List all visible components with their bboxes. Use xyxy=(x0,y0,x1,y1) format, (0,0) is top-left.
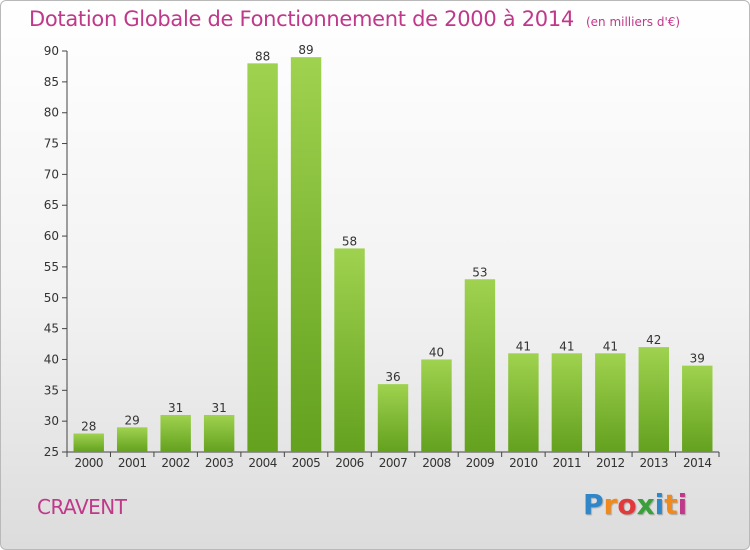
bar xyxy=(116,427,148,452)
logo-letter: r xyxy=(603,488,618,521)
y-tick-label: 50 xyxy=(44,291,59,305)
bar xyxy=(508,353,539,452)
chart-bars: 28 29 31 31 88 89 58 36 40 53 41 41 41 42 39 xyxy=(73,43,713,453)
bar xyxy=(73,433,104,452)
x-tick-label: 2008 xyxy=(422,456,451,470)
bar-value-label: 42 xyxy=(646,333,661,347)
bar-value-label: 88 xyxy=(255,49,270,63)
x-tick-label: 2014 xyxy=(683,456,712,470)
bar xyxy=(638,347,670,452)
logo-letter: P xyxy=(583,488,604,521)
bar xyxy=(247,63,278,452)
logo-letter: o xyxy=(617,488,637,521)
y-tick-label: 70 xyxy=(44,167,59,181)
bar-value-label: 41 xyxy=(516,339,531,353)
bar xyxy=(377,384,409,452)
bar xyxy=(334,248,365,452)
x-tick-label: 2006 xyxy=(335,456,364,470)
x-tick-label: 2012 xyxy=(596,456,625,470)
bar xyxy=(682,365,713,452)
bar-value-label: 28 xyxy=(81,419,96,433)
y-tick-label: 85 xyxy=(44,75,59,89)
x-tick-label: 2002 xyxy=(161,456,190,470)
bar-value-label: 89 xyxy=(298,43,313,57)
logo-letter: i xyxy=(654,488,665,521)
bar-value-label: 58 xyxy=(342,234,357,248)
x-tick-label: 2001 xyxy=(118,456,147,470)
y-tick-label: 80 xyxy=(44,106,59,120)
bar-value-label: 53 xyxy=(472,265,487,279)
x-tick-label: 2003 xyxy=(205,456,234,470)
y-tick-label: 75 xyxy=(44,137,59,151)
y-tick-label: 25 xyxy=(44,445,59,459)
chart-unit: (en milliers d'€) xyxy=(585,15,681,29)
bar-value-label: 36 xyxy=(385,370,400,384)
x-tick-label: 2007 xyxy=(379,456,408,470)
proxiti-logo: Proxiti xyxy=(583,488,687,521)
bar xyxy=(160,414,191,452)
x-tick-label: 2013 xyxy=(640,456,669,470)
x-tick-label: 2010 xyxy=(509,456,538,470)
y-tick-label: 35 xyxy=(44,383,59,397)
x-tick-label: 2011 xyxy=(553,456,582,470)
y-tick-label: 90 xyxy=(44,44,59,58)
x-tick-label: 2009 xyxy=(466,456,495,470)
x-tick-label: 2000 xyxy=(74,456,103,470)
bar-value-label: 29 xyxy=(125,413,140,427)
y-tick-label: 45 xyxy=(44,322,59,336)
y-tick-label: 65 xyxy=(44,198,59,212)
chart-axes: 25 30 35 40 45 50 55 60 65 70 75 80 85 90 2000 2001 2002… xyxy=(44,44,720,470)
bar-value-label: 41 xyxy=(603,339,618,353)
chart-title: Dotation Globale de Fonctionnement de 20… xyxy=(29,7,680,31)
x-tick-label: 2005 xyxy=(292,456,321,470)
y-tick-label: 30 xyxy=(44,414,59,428)
chart-title-text: Dotation Globale de Fonctionnement de 20… xyxy=(29,7,574,31)
commune-name: CRAVENT xyxy=(37,495,127,519)
logo-letter: i xyxy=(677,488,688,521)
bar xyxy=(464,279,496,452)
bar xyxy=(421,359,452,452)
y-tick-label: 55 xyxy=(44,260,59,274)
bar xyxy=(203,414,235,452)
x-tick-label: 2004 xyxy=(248,456,277,470)
bar-value-label: 31 xyxy=(168,401,183,415)
logo-letter: x xyxy=(636,488,655,521)
bar xyxy=(551,353,583,452)
y-tick-label: 60 xyxy=(44,229,59,243)
logo-letter: t xyxy=(664,488,678,521)
bar xyxy=(290,57,322,453)
bar-value-label: 39 xyxy=(690,352,705,366)
bar-value-label: 31 xyxy=(211,401,226,415)
bar-value-label: 41 xyxy=(559,339,574,353)
y-tick-label: 40 xyxy=(44,352,59,366)
bar xyxy=(595,353,626,452)
bar-value-label: 40 xyxy=(429,345,444,359)
